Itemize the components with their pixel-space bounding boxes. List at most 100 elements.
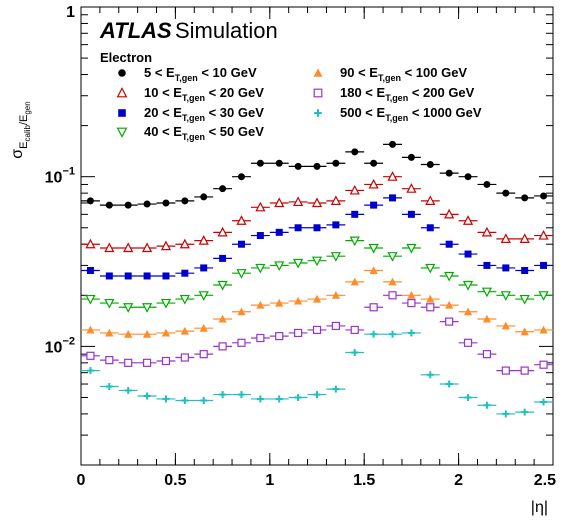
data-point-open-triangle <box>274 197 285 208</box>
data-point-plus <box>200 396 208 404</box>
data-point-open-triangle <box>293 196 304 207</box>
data-point-triangle <box>237 307 246 316</box>
data-point-open-triangle <box>198 235 209 245</box>
x-tick-label: 0.5 <box>164 472 186 489</box>
data-point-open-triangle <box>481 226 493 237</box>
data-point-open-square <box>388 291 397 300</box>
legend-label: 20 < ET,gen < 30 GeV <box>144 105 264 123</box>
data-point-triangle <box>445 300 454 309</box>
data-point-square <box>118 109 126 117</box>
data-point-open-square <box>407 298 416 308</box>
simulation-label: Simulation <box>175 18 278 43</box>
data-point-square <box>294 224 302 232</box>
series-10-20 <box>81 171 553 253</box>
data-point-open-down-triangle <box>274 261 285 272</box>
data-point-open-square <box>331 321 340 331</box>
data-point-open-square <box>199 350 208 359</box>
data-point-square <box>426 224 434 232</box>
data-point-square <box>181 269 189 277</box>
data-point-open-square <box>501 366 510 375</box>
data-point-triangle <box>369 266 378 275</box>
series-180-200 <box>81 291 553 375</box>
data-point-open-down-triangle <box>349 236 360 247</box>
data-point-square <box>407 210 415 218</box>
x-tick-label: 2 <box>454 472 463 489</box>
data-point-triangle <box>86 325 95 334</box>
data-point-circle <box>237 173 245 181</box>
x-tick-label: 1 <box>265 472 274 489</box>
data-point-triangle <box>331 291 340 299</box>
y-axis-label-over: /E <box>18 115 30 125</box>
data-point-circle <box>256 159 264 167</box>
data-point-open-triangle <box>123 242 134 253</box>
x-tick-label: 1.5 <box>353 472 375 489</box>
data-point-open-square <box>520 366 529 375</box>
data-point-open-triangle <box>104 242 115 253</box>
y-axis-label: σEcalib/Egen <box>9 101 32 158</box>
data-point-open-square <box>218 342 227 351</box>
data-point-open-square <box>86 351 95 360</box>
data-point-square <box>105 272 113 280</box>
data-point-square <box>200 264 208 272</box>
data-point-triangle <box>180 326 189 335</box>
data-point-open-triangle <box>236 215 247 225</box>
series-20-30 <box>81 194 553 280</box>
series-90-100 <box>81 266 553 338</box>
data-point-square <box>464 250 472 258</box>
x-tick-label: 2.5 <box>534 472 556 489</box>
data-point-open-triangle <box>406 183 417 193</box>
data-point-open-square <box>237 338 246 347</box>
data-point-open-triangle <box>444 208 455 219</box>
data-point-circle <box>105 201 113 209</box>
data-point-square <box>445 240 453 248</box>
legend-item: 180 < ET,gen < 200 GeV <box>313 85 475 103</box>
y-axis-label-e: E <box>18 142 30 149</box>
data-point-plus <box>256 395 264 403</box>
data-point-square <box>351 210 359 218</box>
data-point-open-square <box>105 356 114 365</box>
data-point-open-square <box>482 350 492 359</box>
data-point-square <box>162 272 170 280</box>
data-marks <box>81 140 553 418</box>
y-tick-label: 1 <box>66 4 75 21</box>
data-point-circle <box>370 159 378 167</box>
data-point-square <box>483 261 491 269</box>
data-point-open-triangle <box>538 229 549 240</box>
data-point-circle <box>540 192 548 200</box>
data-point-circle <box>464 173 472 181</box>
data-point-open-down-triangle <box>444 271 455 282</box>
data-point-triangle <box>426 294 435 303</box>
data-point-open-square <box>142 358 152 367</box>
data-point-plus <box>275 395 283 403</box>
data-point-open-down-triangle <box>160 298 172 309</box>
data-point-plus <box>124 386 132 394</box>
data-point-square <box>237 240 245 248</box>
svg-text:σEcalib/Egen: σEcalib/Egen <box>9 101 32 158</box>
data-point-open-triangle <box>116 87 128 98</box>
data-point-open-down-triangle <box>387 252 398 262</box>
data-point-open-square <box>445 317 454 326</box>
legend-label: 180 < ET,gen < 200 GeV <box>340 85 475 103</box>
data-point-plus <box>181 396 189 404</box>
data-point-open-triangle <box>217 226 228 237</box>
data-point-open-down-triangle <box>538 291 549 301</box>
data-point-circle <box>407 153 415 161</box>
data-point-open-square <box>256 333 265 343</box>
data-point-circle <box>389 140 397 148</box>
data-point-open-square <box>350 325 359 335</box>
data-point-triangle <box>482 314 492 323</box>
data-point-open-down-triangle <box>104 298 115 309</box>
data-point-circle <box>200 193 208 201</box>
series-500-1000 <box>81 329 553 418</box>
data-point-plus <box>105 383 113 391</box>
data-point-plus <box>483 401 491 409</box>
data-point-circle <box>445 169 453 177</box>
data-point-open-triangle <box>387 171 398 181</box>
atlas-label: ATLAS <box>99 18 172 43</box>
data-point-open-triangle <box>349 184 360 195</box>
data-point-triangle <box>294 296 303 305</box>
data-point-square <box>313 224 321 232</box>
data-point-open-down-triangle <box>236 269 247 279</box>
data-point-triangle <box>520 327 529 336</box>
data-point-square <box>332 221 340 229</box>
